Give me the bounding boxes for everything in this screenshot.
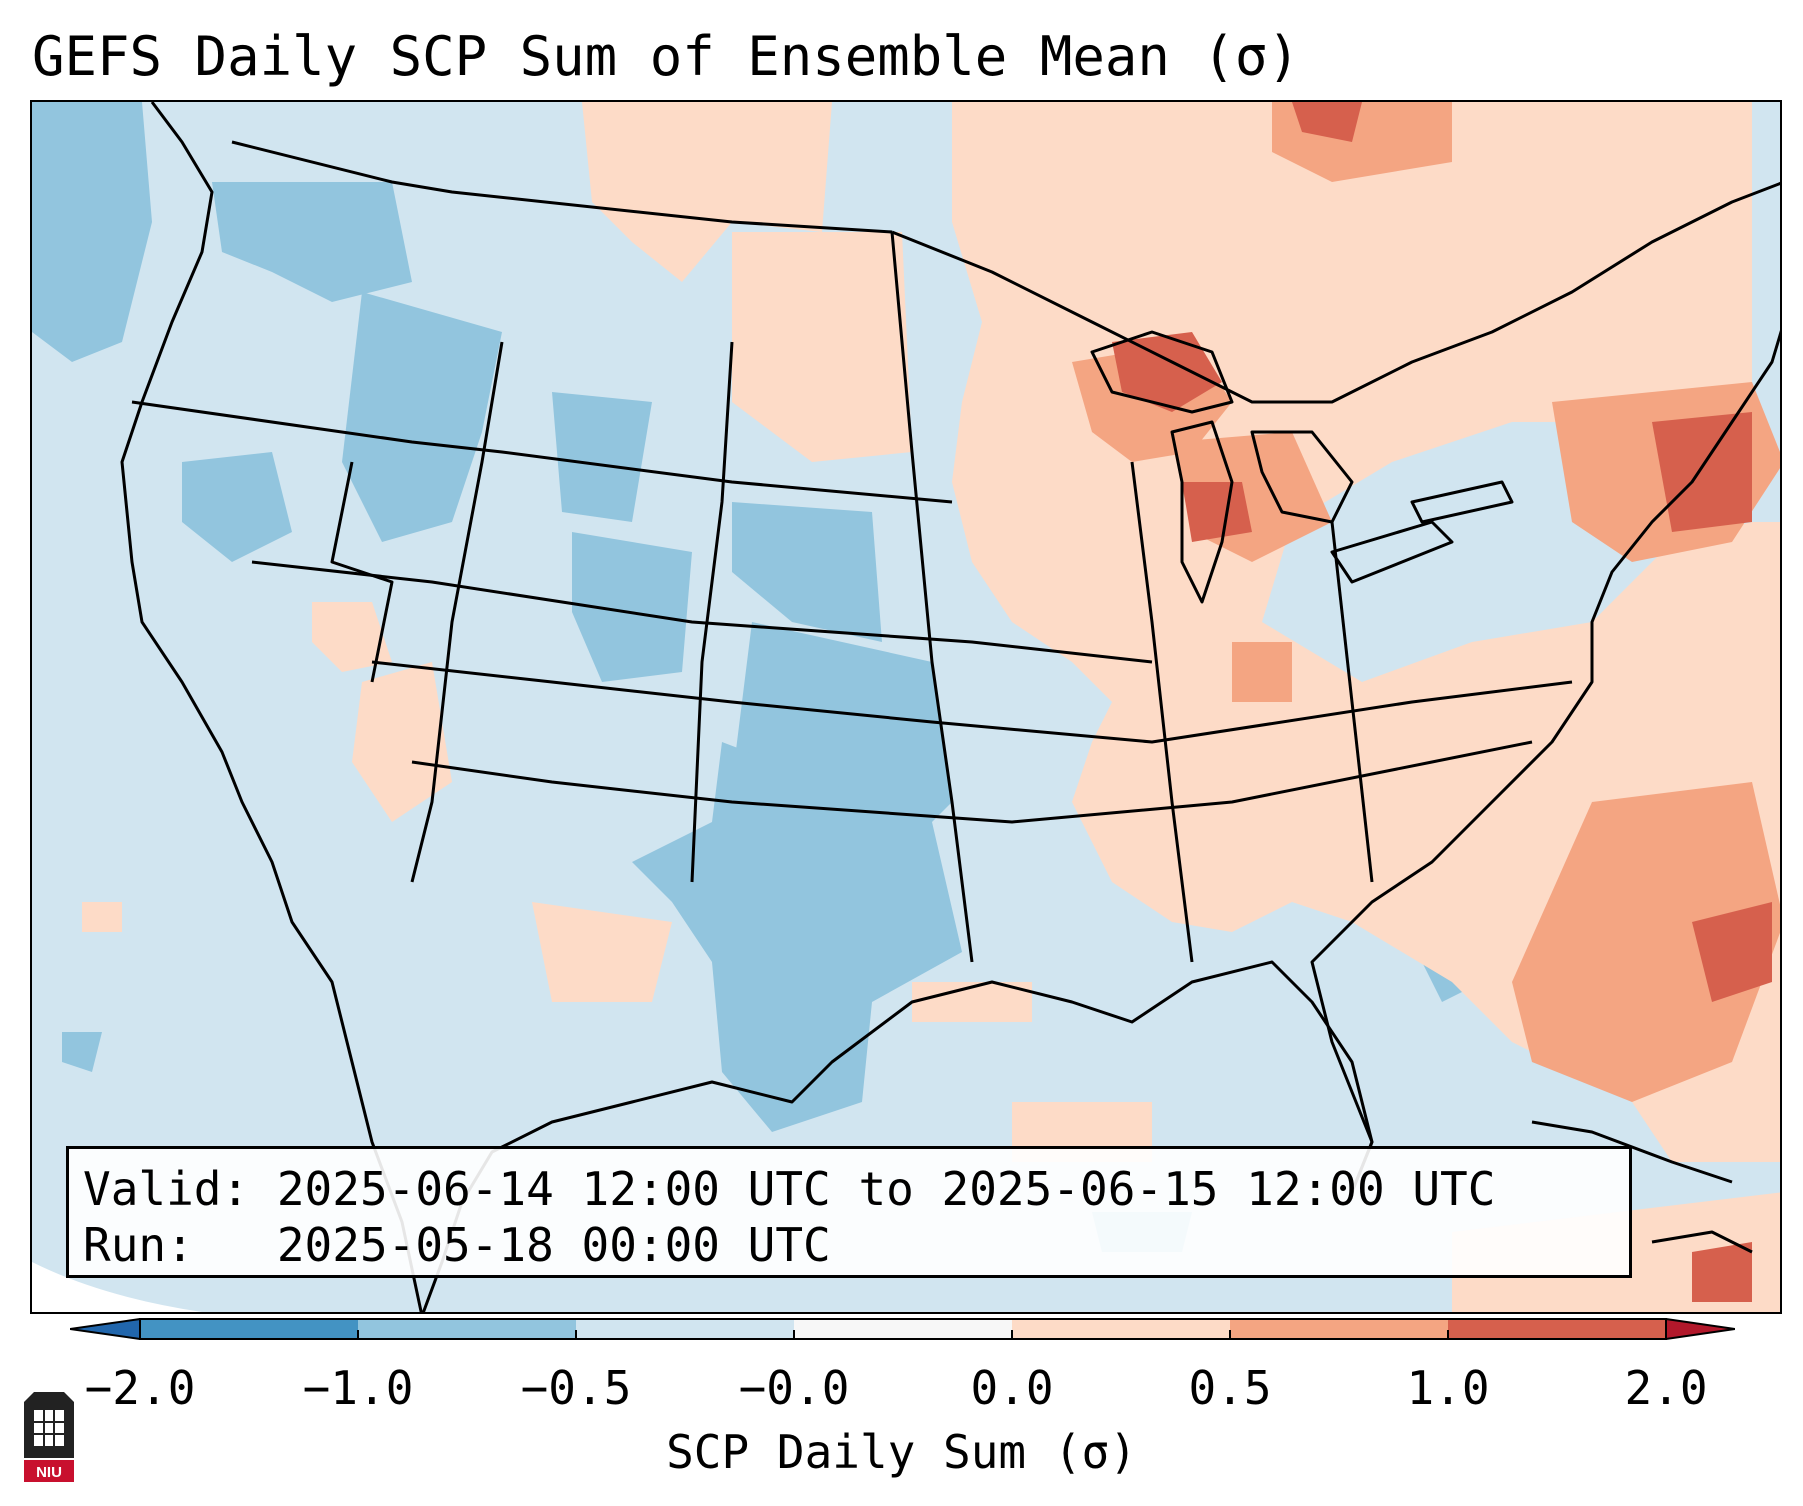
massachusetts-strong (1652, 412, 1752, 532)
valid-time-text: Valid: 2025-06-14 12:00 UTC to 2025-06-1… (83, 1162, 1496, 1216)
pacific-positive (82, 902, 122, 932)
lake-superior (1090, 330, 1234, 414)
southwest-state-line (411, 740, 1533, 824)
arizona-positive (352, 662, 452, 822)
chart-title: GEFS Daily SCP Sum of Ensemble Mean (σ) (32, 25, 1300, 88)
pacific-nw-negative (32, 102, 152, 362)
lake-erie (1330, 520, 1454, 584)
idaho-negative (342, 292, 502, 542)
mississippi-line (1130, 461, 1194, 963)
colorbar-segment (794, 1319, 1013, 1339)
colorado-negative (572, 532, 692, 682)
east-coastline (1310, 330, 1780, 1193)
lake-michigan-strong (1182, 482, 1252, 542)
colorbar-ticks (139, 1330, 1667, 1340)
colorbar-tick-label: −2.0 (84, 1361, 196, 1415)
map-svg (32, 102, 1780, 1312)
nevada-line (330, 461, 394, 683)
colorbar-over-arrow (1665, 1318, 1735, 1340)
valid-run-info-box: Valid: 2025-06-14 12:00 UTC to 2025-06-1… (66, 1146, 1632, 1278)
caribbean-strong (1692, 1242, 1752, 1302)
utah-line (410, 341, 504, 883)
hudson-strong (1292, 102, 1362, 142)
wyoming-negative (552, 392, 652, 522)
colorbar-segment (140, 1319, 359, 1339)
niu-university-logo-icon: NIU (24, 1392, 74, 1482)
boundaries (120, 102, 1780, 1312)
lake-ontario (1410, 480, 1514, 524)
logo-text: NIU (36, 1464, 62, 1481)
hispaniola-coast (1651, 1230, 1753, 1254)
run-time-text: Run: 2025-05-18 00:00 UTC (83, 1218, 831, 1272)
cuba-coast (1531, 1120, 1733, 1184)
oregon-negative (182, 452, 292, 562)
nevada-positive (312, 602, 392, 672)
dakotas-positive (732, 232, 912, 462)
colorbar-tick-label: 0.0 (970, 1361, 1054, 1415)
northern-plains-positive (582, 102, 832, 282)
lake-michigan (1170, 420, 1234, 604)
lake-huron (1250, 430, 1354, 524)
northern-state-line (131, 400, 953, 504)
colorbar-tick-label: −0.5 (520, 1361, 632, 1415)
texas-negative (632, 742, 962, 1132)
colorbar-tick-label: 2.0 (1624, 1361, 1708, 1415)
colorbar-segment (1448, 1319, 1667, 1339)
southern-state-line (371, 660, 1573, 744)
superior-strong (1112, 332, 1222, 412)
colorbar-segment (1012, 1319, 1231, 1339)
colorbar-segment (576, 1319, 795, 1339)
colorbar-segments (70, 1318, 1735, 1340)
canada-border-west (231, 140, 893, 234)
colorbar-label: SCP Daily Sum (σ) (666, 1425, 1137, 1479)
map-panel (30, 100, 1782, 1314)
colorado-line (690, 341, 734, 883)
canada-border-east (891, 181, 1780, 404)
colorbar (70, 1318, 1735, 1340)
plains-line (890, 231, 974, 963)
atlantic-strong (1692, 902, 1772, 1002)
indiana-moderate (1232, 642, 1292, 702)
pacific-patch-negative (62, 1032, 102, 1072)
colorbar-segment (1230, 1319, 1449, 1339)
mexico-positive (532, 902, 672, 1002)
colorbar-tick-label: 0.5 (1188, 1361, 1272, 1415)
atlantic-moderate (1512, 782, 1780, 1102)
washington-negative (212, 182, 412, 302)
nebraska-negative (732, 502, 882, 642)
appalachian-line (1330, 521, 1374, 883)
colorbar-tick-label: −0.0 (738, 1361, 850, 1415)
off-domain-area (32, 1262, 203, 1312)
gulf-coast-positive (912, 982, 1032, 1022)
colorbar-under-arrow (70, 1318, 141, 1340)
strong-positive-regions (1112, 102, 1772, 1302)
colorbar-tick-label: −1.0 (302, 1361, 414, 1415)
west-coastline (120, 102, 423, 1312)
colorbar-outline (139, 1318, 1667, 1340)
colorbar-tick-label: 1.0 (1406, 1361, 1490, 1415)
colorbar-segment (358, 1319, 577, 1339)
